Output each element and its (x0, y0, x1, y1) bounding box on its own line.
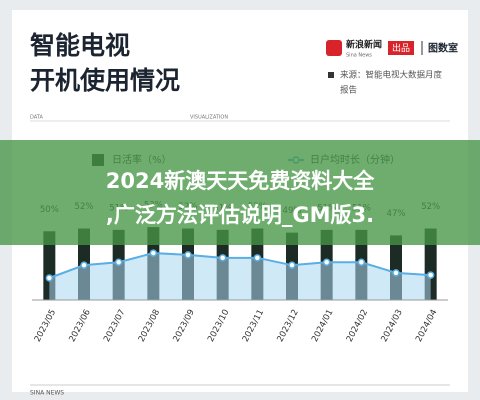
banner-text: ,广泛方法评估说明_GM版3. (106, 203, 374, 227)
source: 报告 (340, 85, 357, 96)
line-point (184, 251, 192, 259)
line-point (426, 271, 435, 279)
studio: 图数室 (428, 42, 458, 55)
line-area (49, 253, 431, 300)
logo: 新浪新闻 (346, 39, 382, 51)
logo-icon (326, 40, 342, 56)
line-point (357, 258, 366, 266)
line-point (149, 249, 158, 257)
line-point (288, 261, 296, 269)
banner (0, 140, 480, 245)
line-point (114, 258, 123, 266)
line (48, 252, 431, 279)
title-line: 智能电视 (30, 31, 130, 60)
line-point (80, 261, 88, 269)
source-icon (328, 72, 334, 78)
line-point (45, 274, 54, 282)
source: 来源：智能电视大数据月度 (340, 70, 443, 81)
logo-sub: Sina News (346, 53, 372, 59)
badge-bg (388, 41, 414, 55)
vis-label: VISUALIZATION (190, 115, 228, 121)
line-point (253, 254, 262, 262)
line-point (322, 258, 331, 266)
line-point (218, 254, 227, 262)
banner-text: 2024新澳天天免费资料大全 (106, 169, 375, 193)
title-line: 开机使用情况 (30, 66, 180, 95)
data-label: DATA (30, 115, 43, 121)
line-point (392, 269, 400, 277)
footer: SINA NEWS (30, 390, 64, 397)
badge: 出品 (392, 42, 410, 54)
